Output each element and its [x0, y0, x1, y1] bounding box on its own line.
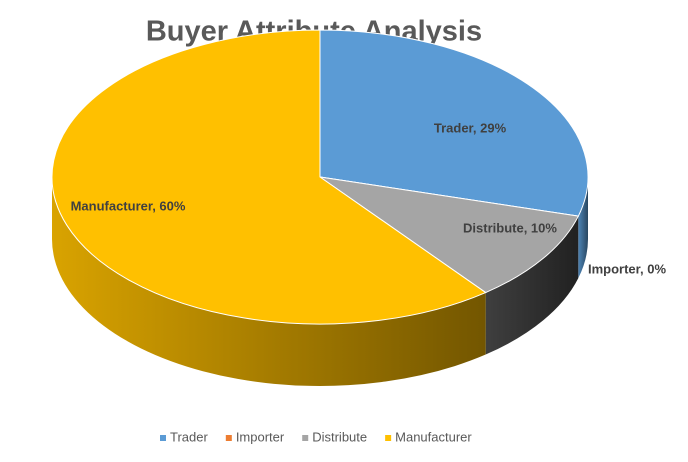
- pie-slice: [319, 176, 580, 294]
- data-label: Importer, 0%: [588, 261, 666, 276]
- pie-side: [485, 216, 579, 355]
- pie-slice: [319, 29, 589, 217]
- legend-marker: [225, 435, 232, 441]
- data-label: Manufacturer, 60%: [71, 198, 186, 213]
- data-label: Distribute, 10%: [463, 220, 557, 235]
- pie-side: [578, 177, 588, 279]
- legend-label: Importer: [236, 429, 285, 444]
- legend-label: Distribute: [312, 429, 367, 444]
- legend-label: Trader: [170, 429, 208, 444]
- pie-side: [52, 177, 486, 386]
- legend-label: Manufacturer: [395, 429, 472, 444]
- pie-slice: [51, 29, 487, 325]
- legend-marker: [385, 435, 392, 441]
- legend-marker: [302, 435, 309, 441]
- legend-marker: [160, 435, 166, 441]
- data-label: Trader, 29%: [434, 120, 507, 135]
